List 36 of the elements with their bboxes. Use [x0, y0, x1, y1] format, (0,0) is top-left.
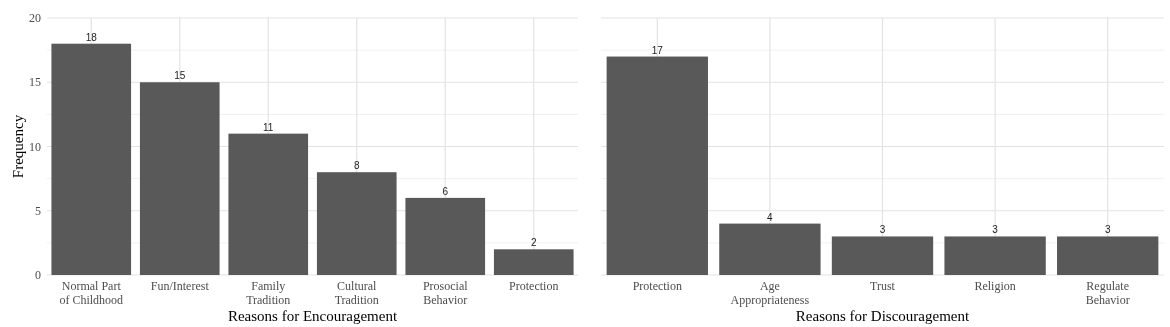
data-label: 2 [530, 237, 537, 249]
bar [51, 43, 132, 275]
y-axis-title: Frequency [10, 114, 26, 179]
data-label: 4 [767, 211, 774, 223]
bar [316, 172, 397, 275]
x-tick-label: Normal Part of Childhood [59, 279, 124, 307]
data-label: 8 [353, 160, 360, 172]
data-label: 3 [879, 224, 886, 236]
y-tick-label: 10 [29, 139, 41, 154]
x-tick-label: Regulate Behavior [1085, 279, 1130, 307]
bar [139, 82, 220, 275]
x-tick-label: Religion [974, 279, 1016, 293]
x-tick-label: Fun/Interest [150, 279, 210, 293]
x-tick-label: Protection [632, 279, 682, 293]
data-label: 11 [263, 121, 274, 133]
x-axis-title: Reasons for Discouragement [795, 308, 970, 324]
x-tick-label: Cultural Tradition [334, 279, 379, 307]
data-label: 17 [651, 44, 664, 56]
y-tick-label: 0 [35, 268, 41, 283]
bar [228, 133, 309, 275]
data-label: 3 [1104, 224, 1111, 236]
bar [405, 197, 486, 275]
data-label: 18 [85, 31, 98, 43]
y-tick-label: 15 [29, 75, 41, 90]
data-label: 6 [442, 185, 449, 197]
data-label: 3 [992, 224, 999, 236]
y-tick-label: 5 [35, 203, 41, 218]
x-tick-label: Protection [509, 279, 559, 293]
x-axis-title: Reasons for Encouragement [227, 308, 398, 324]
data-label: 15 [174, 70, 186, 82]
bar [493, 249, 574, 275]
x-tick-label: Age Appropriateness [730, 279, 810, 307]
x-tick-label: Family Tradition [246, 279, 291, 307]
x-tick-label: Prosocial Behavior [422, 279, 469, 307]
y-tick-label: 20 [29, 11, 41, 26]
x-tick-label: Trust [870, 279, 896, 293]
